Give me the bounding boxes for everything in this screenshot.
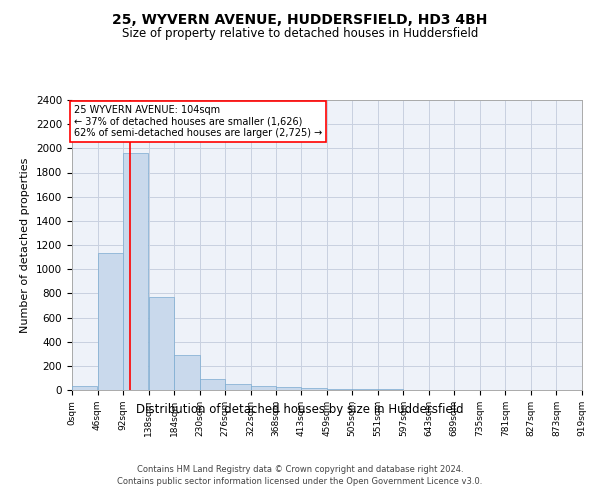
Bar xyxy=(226,384,251,390)
Bar xyxy=(72,386,97,390)
Bar xyxy=(277,387,301,390)
Text: 25 WYVERN AVENUE: 104sqm
← 37% of detached houses are smaller (1,626)
62% of sem: 25 WYVERN AVENUE: 104sqm ← 37% of detach… xyxy=(74,105,322,138)
Text: Distribution of detached houses by size in Huddersfield: Distribution of detached houses by size … xyxy=(136,402,464,415)
Bar xyxy=(301,388,326,390)
Bar xyxy=(352,389,377,390)
Bar xyxy=(98,254,123,390)
Text: Contains public sector information licensed under the Open Government Licence v3: Contains public sector information licen… xyxy=(118,478,482,486)
Bar xyxy=(200,379,225,390)
Bar xyxy=(327,389,352,390)
Text: 25, WYVERN AVENUE, HUDDERSFIELD, HD3 4BH: 25, WYVERN AVENUE, HUDDERSFIELD, HD3 4BH xyxy=(112,12,488,26)
Bar xyxy=(123,153,148,390)
Y-axis label: Number of detached properties: Number of detached properties xyxy=(20,158,31,332)
Bar xyxy=(251,386,276,390)
Bar xyxy=(149,297,174,390)
Text: Contains HM Land Registry data © Crown copyright and database right 2024.: Contains HM Land Registry data © Crown c… xyxy=(137,465,463,474)
Text: Size of property relative to detached houses in Huddersfield: Size of property relative to detached ho… xyxy=(122,28,478,40)
Bar xyxy=(174,355,199,390)
